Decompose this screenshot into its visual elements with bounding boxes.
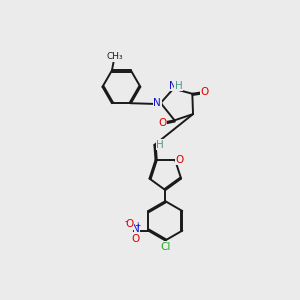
Text: O: O <box>200 87 208 97</box>
Text: N: N <box>169 81 177 91</box>
Text: +: + <box>134 221 141 230</box>
Text: H: H <box>156 140 164 149</box>
Text: N: N <box>153 98 161 107</box>
Text: -: - <box>124 217 127 226</box>
Text: Cl: Cl <box>160 242 170 252</box>
Text: H: H <box>175 81 182 91</box>
Text: N: N <box>132 224 140 235</box>
Text: O: O <box>175 154 183 164</box>
Text: O: O <box>125 219 133 229</box>
Text: CH₃: CH₃ <box>106 52 123 61</box>
Text: O: O <box>131 234 139 244</box>
Text: O: O <box>158 118 167 128</box>
